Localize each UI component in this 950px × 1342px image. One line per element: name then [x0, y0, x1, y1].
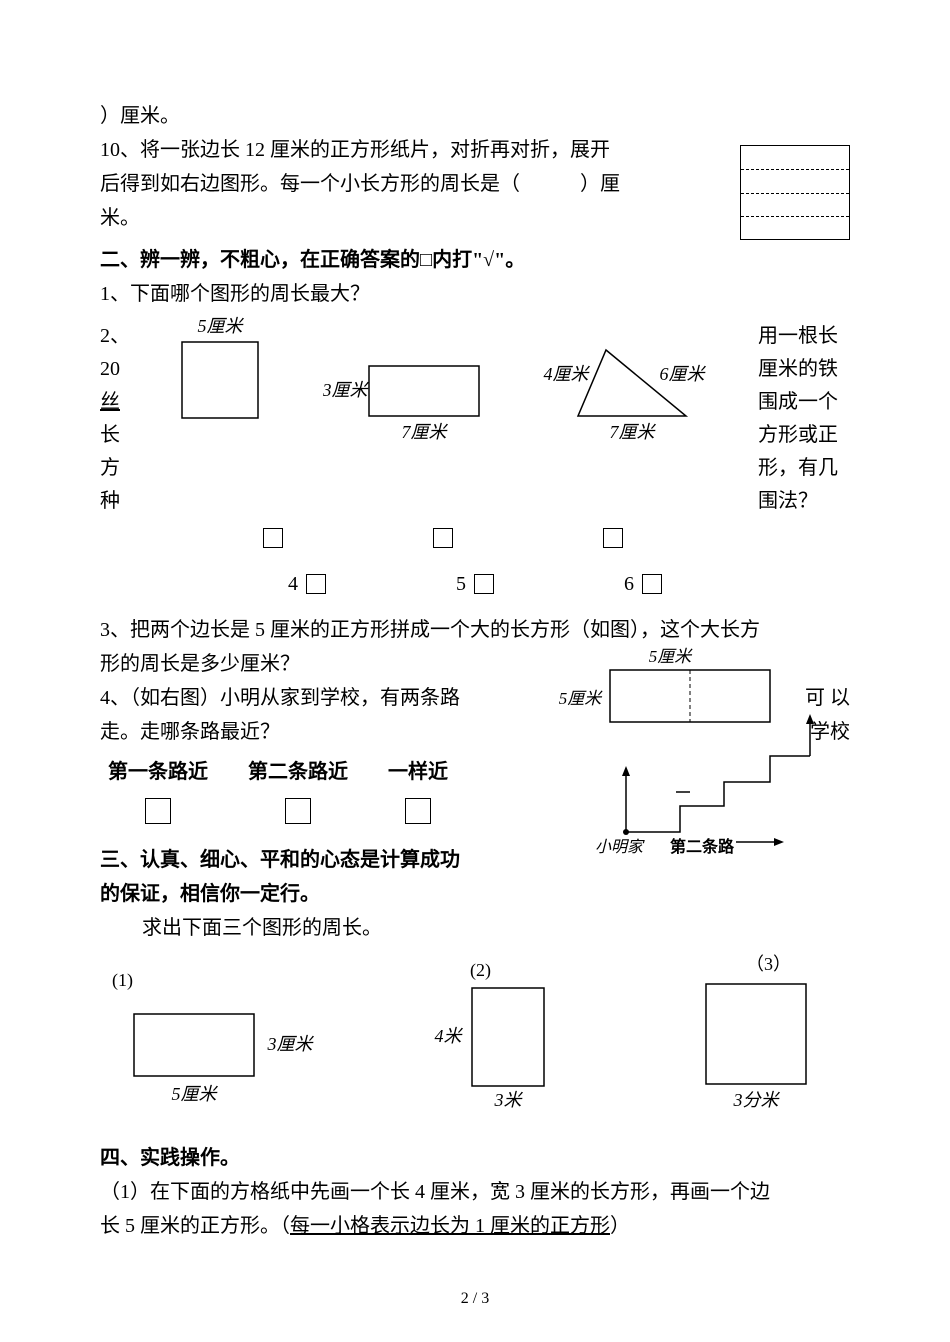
q3-dim-top: 5厘米 — [649, 647, 693, 666]
shape-square: 5厘米 — [160, 316, 280, 456]
q1-checkbox-1[interactable] — [263, 528, 283, 548]
square-label: 5厘米 — [197, 316, 244, 336]
rect-w-label: 7厘米 — [401, 422, 448, 442]
section-4-line2: 长 5 厘米的正方形。（每一小格表示边长为 1 厘米的正方形） — [100, 1210, 850, 1242]
calc-num-1: (1) — [112, 970, 133, 991]
q1-checkbox-3[interactable] — [603, 528, 623, 548]
count-item: 6 — [624, 568, 662, 600]
section-3-subtext: 求出下面三个图形的周长。 — [100, 912, 850, 944]
q2-right-column: 用一根长 厘米的铁 围成一个 方形或正 形，有几 围法？ — [758, 316, 850, 518]
q4-checkbox-1[interactable] — [145, 798, 171, 824]
q2-count-row: 4 5 6 — [100, 568, 850, 600]
shapes-area: 5厘米 3厘米 7厘米 4厘米 6厘米 7厘米 — [128, 316, 758, 456]
route-label: 第二条路 — [670, 837, 735, 856]
q2-checkbox-2[interactable] — [474, 574, 494, 594]
q4-area: 4、（如右图）小明从家到学校，有两条路 可 以 走。走哪条路最近？ 学校 5厘米… — [100, 682, 850, 824]
right-char: 围法？ — [758, 485, 850, 518]
s4-l2c: ） — [610, 1215, 630, 1237]
calc-2: (2) 4米 3米 — [410, 954, 580, 1124]
q10-line1: 10、将一张边长 12 厘米的正方形纸片，对折再对折，展开 — [100, 134, 660, 166]
shape-rectangle: 3厘米 7厘米 — [323, 316, 493, 456]
calc2-h: 4米 — [435, 1026, 464, 1046]
right-char: 方形或正 — [758, 419, 850, 452]
tri-base-label: 7厘米 — [610, 422, 657, 442]
left-char: 方 — [100, 452, 128, 485]
q3-dim-left: 5厘米 — [559, 689, 603, 708]
count-num: 4 — [288, 568, 298, 600]
rect-h-label: 3厘米 — [323, 380, 369, 400]
count-item: 4 — [288, 568, 326, 600]
count-num: 5 — [456, 568, 466, 600]
home-label: 小明家 — [595, 838, 645, 856]
q4-opt-1: 第一条路近 — [108, 756, 208, 824]
q4-checkbox-2[interactable] — [285, 798, 311, 824]
q3-line1: 3、把两个边长是 5 厘米的正方形拼成一个大的长方形（如图），这个大长方 — [100, 614, 850, 646]
left-char: 2、 — [100, 320, 128, 353]
q4-checkbox-3[interactable] — [405, 798, 431, 824]
q1-q2-shapes-row: 2、 20 丝 长 方 种 5厘米 3厘米 7厘米 4厘米 6厘 — [100, 316, 850, 518]
left-char: 丝 — [100, 386, 128, 419]
q4-opt-2: 第二条路近 — [248, 756, 348, 824]
calc-row: (1) 3厘米 5厘米 (2) 4米 3米 （3） 3分米 — [100, 954, 850, 1124]
q2-checkbox-1[interactable] — [306, 574, 326, 594]
s4-l2b: 每一小格表示边长为 1 厘米的正方形 — [290, 1215, 610, 1237]
calc-num-3: （3） — [746, 954, 791, 974]
s4-l2a: 长 5 厘米的正方形。（ — [100, 1215, 290, 1237]
calc-num-2: (2) — [470, 960, 491, 981]
calc2-w: 3米 — [494, 1090, 524, 1110]
q3-q4-diagram: 5厘米 5厘米 小明家 第二条路 — [540, 646, 860, 856]
folded-square-diagram — [740, 145, 850, 240]
right-char: 围成一个 — [758, 386, 850, 419]
shape-triangle: 4厘米 6厘米 7厘米 — [536, 316, 726, 456]
page-number: 2 / 3 — [0, 1286, 950, 1312]
section-4-line1: （1）在下面的方格纸中先画一个长 4 厘米，宽 3 厘米的长方形，再画一个边 — [100, 1176, 850, 1208]
fragment-line: ）厘米。 — [100, 100, 850, 132]
opt-label: 第二条路近 — [248, 756, 348, 788]
q1-checkbox-2[interactable] — [433, 528, 453, 548]
right-char: 形，有几 — [758, 452, 850, 485]
q2-left-column: 2、 20 丝 长 方 种 — [100, 316, 128, 518]
section-4-heading: 四、实践操作。 — [100, 1142, 850, 1174]
right-char: 厘米的铁 — [758, 353, 850, 386]
section-3-heading-b: 的保证，相信你一定行。 — [100, 878, 850, 910]
calc3-w: 3分米 — [733, 1090, 781, 1110]
calc1-h: 3厘米 — [267, 1034, 315, 1054]
q4-line2a: 走。走哪条路最近？ — [100, 716, 280, 748]
left-char: 长 — [100, 419, 128, 452]
right-char: 用一根长 — [758, 320, 850, 353]
q10-line3: 米。 — [100, 202, 850, 234]
q4-line1a: 4、（如右图）小明从家到学校，有两条路 — [100, 682, 460, 714]
left-char: 种 — [100, 485, 128, 518]
count-item: 5 — [456, 568, 494, 600]
count-num: 6 — [624, 568, 634, 600]
tri-right-label: 6厘米 — [660, 364, 707, 384]
calc-3: （3） 3分米 — [666, 954, 846, 1124]
left-char: 20 — [100, 353, 128, 386]
opt-label: 一样近 — [388, 756, 448, 788]
tri-left-label: 4厘米 — [544, 364, 591, 384]
calc1-w: 5厘米 — [172, 1084, 219, 1104]
calc-1: (1) 3厘米 5厘米 — [104, 954, 324, 1124]
q10-line2: 后得到如右边图形。每一个小长方形的周长是（ ）厘 — [100, 168, 660, 200]
section-3-heading-a: 三、认真、细心、平和的心态是计算成功 — [100, 844, 520, 876]
q4-opt-3: 一样近 — [388, 756, 448, 824]
q2-checkbox-3[interactable] — [642, 574, 662, 594]
section-2-heading: 二、辨一辨，不粗心，在正确答案的□内打"√"。 — [100, 244, 850, 276]
q1-checkrow — [128, 522, 758, 554]
opt-label: 第一条路近 — [108, 756, 208, 788]
q1-prompt: 1、下面哪个图形的周长最大？ — [100, 278, 850, 310]
